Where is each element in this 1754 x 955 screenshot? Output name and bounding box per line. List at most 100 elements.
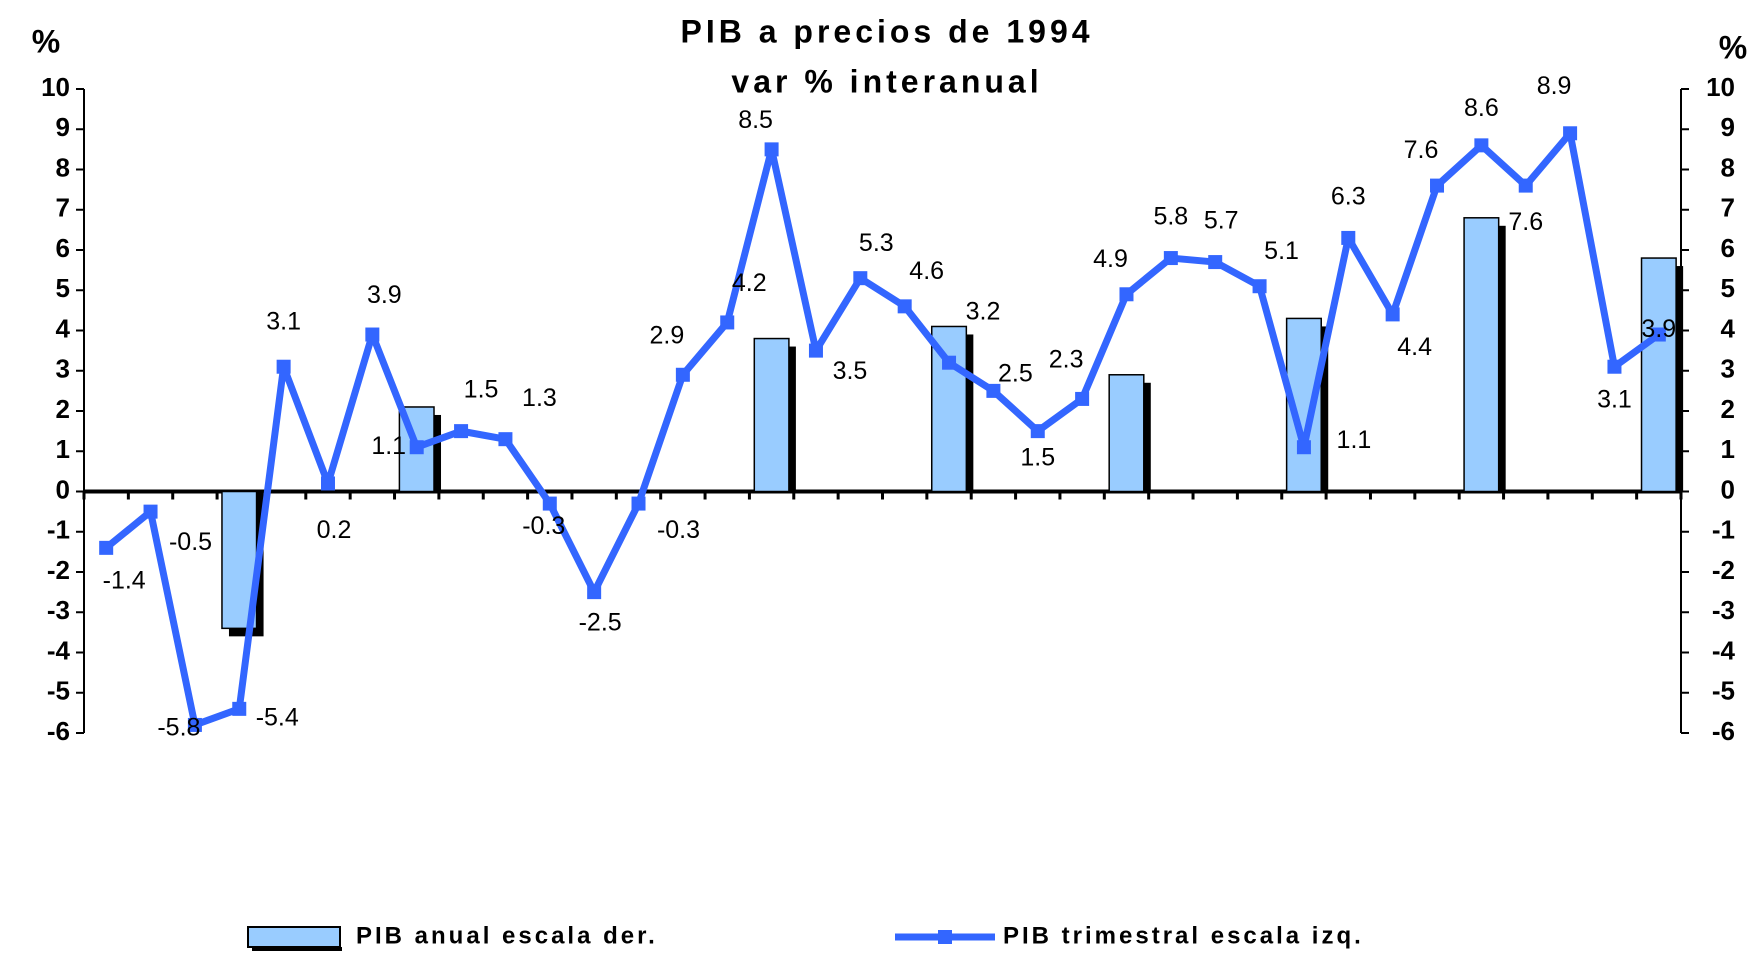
y2-axis-label: %: [1719, 29, 1751, 65]
line-marker: [1119, 287, 1134, 302]
line-marker: [320, 476, 335, 491]
line-marker: [1385, 307, 1400, 322]
y-tick-label: 10: [41, 72, 70, 102]
line-marker: [587, 585, 602, 600]
line-marker: [1252, 279, 1267, 294]
bar: [753, 337, 790, 493]
line-marker: [1163, 251, 1178, 266]
data-label: 8.6: [1464, 94, 1499, 122]
data-label: 5.8: [1153, 203, 1188, 231]
line-marker: [808, 343, 823, 358]
data-label: 1.1: [1337, 426, 1372, 454]
line-marker: [764, 142, 779, 157]
y2-tick-label: 0: [1721, 474, 1735, 504]
data-label: 5.1: [1264, 237, 1299, 265]
data-label: -1.4: [103, 566, 146, 594]
data-label: -5.4: [256, 703, 299, 731]
legend-swatch-shadow: [252, 947, 342, 951]
line-marker: [1341, 230, 1356, 245]
y-tick-label: 1: [56, 434, 70, 464]
y2-tick-label: -6: [1712, 716, 1735, 746]
data-label: 4.2: [732, 269, 767, 297]
line-marker: [454, 424, 469, 439]
line-marker: [853, 271, 868, 286]
y-tick-label: 9: [56, 112, 70, 142]
bar: [930, 325, 968, 493]
line-marker: [1563, 126, 1578, 141]
line-marker: [1607, 359, 1622, 374]
data-label: 3.1: [1597, 385, 1632, 413]
y2-tick-label: 6: [1721, 233, 1735, 263]
data-label: 1.1: [371, 432, 406, 460]
data-label: 3.5: [833, 357, 868, 385]
line-marker: [1208, 255, 1223, 270]
data-label: 5.7: [1204, 207, 1239, 235]
data-label: 7.6: [1508, 208, 1543, 236]
y-tick-label: -6: [47, 716, 70, 746]
data-label: 8.9: [1537, 72, 1572, 100]
line-marker: [1430, 178, 1445, 193]
legend-swatch: [247, 926, 341, 948]
data-label: 0.2: [317, 516, 352, 544]
y-tick-label: -4: [47, 635, 71, 665]
line-marker: [1075, 391, 1090, 406]
bar: [1108, 374, 1145, 493]
data-label: 4.9: [1093, 245, 1128, 273]
line-marker: [276, 359, 291, 374]
data-label: 3.2: [966, 297, 1001, 325]
line-marker: [409, 440, 424, 455]
data-label: 4.6: [909, 257, 944, 285]
chart-subtitle: var % interanual: [731, 63, 1042, 99]
line-marker: [897, 299, 912, 314]
data-label: 1.3: [522, 384, 557, 412]
y-tick-label: 5: [56, 273, 70, 303]
data-label: 3.1: [266, 307, 301, 335]
legend-label: PIB anual escala der.: [356, 922, 658, 949]
y-tick-label: 8: [56, 152, 70, 182]
line-marker: [143, 504, 158, 519]
data-label: 3.9: [367, 281, 402, 309]
y2-tick-label: -4: [1712, 635, 1736, 665]
y2-tick-label: 10: [1706, 72, 1735, 102]
line-marker: [631, 496, 646, 511]
y2-tick-label: -2: [1712, 555, 1735, 585]
y-tick-label: -1: [47, 515, 70, 545]
y2-tick-label: 3: [1721, 354, 1735, 384]
data-label: 2.9: [649, 321, 684, 349]
line-marker: [187, 717, 202, 732]
y-tick-label: 7: [56, 193, 70, 223]
y-tick-label: 3: [56, 354, 70, 384]
y2-tick-label: 4: [1721, 313, 1736, 343]
y-axis-label: %: [32, 23, 64, 59]
y2-tick-label: 1: [1721, 434, 1735, 464]
y-tick-label: 0: [56, 474, 70, 504]
bar: [1640, 257, 1677, 493]
data-label: 7.6: [1404, 136, 1439, 164]
data-label: 4.4: [1397, 333, 1432, 361]
line-marker: [986, 383, 1001, 398]
y2-tick-label: 7: [1721, 193, 1735, 223]
bar: [1463, 217, 1500, 493]
y2-tick-label: -5: [1712, 676, 1735, 706]
y-tick-label: -5: [47, 676, 70, 706]
y-tick-label: 6: [56, 233, 70, 263]
data-label: 1.5: [1020, 444, 1055, 472]
line-marker: [232, 701, 247, 716]
line-marker: [720, 315, 735, 330]
data-label: 3.9: [1641, 315, 1676, 343]
line: [103, 129, 1661, 729]
y2-tick-label: 5: [1721, 273, 1735, 303]
data-label: 6.3: [1331, 183, 1366, 211]
data-label: 2.5: [998, 359, 1033, 387]
line-marker: [542, 496, 557, 511]
legend-marker: [938, 930, 952, 944]
line-marker: [99, 540, 114, 555]
y2-tick-label: -3: [1712, 595, 1735, 625]
line-marker: [1651, 327, 1666, 342]
data-label: -0.5: [169, 528, 212, 556]
legend-label: PIB trimestral escala izq.: [1003, 922, 1364, 949]
y-tick-label: 2: [56, 394, 70, 424]
data-label: 5.3: [859, 229, 894, 257]
data-label: -0.3: [657, 516, 700, 544]
